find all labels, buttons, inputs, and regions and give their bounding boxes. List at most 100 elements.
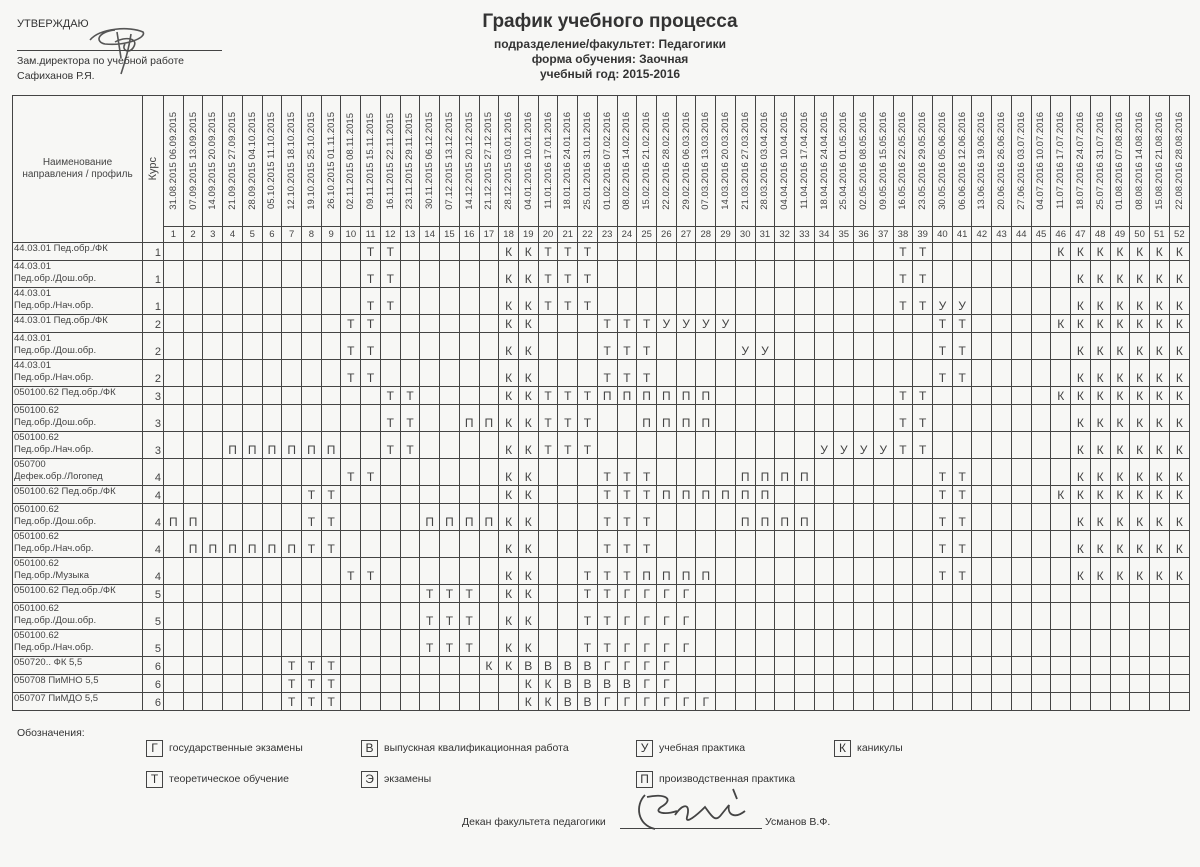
schedule-cell: Т [281,692,303,711]
schedule-cell [281,629,303,657]
week-number: 24 [616,226,638,243]
schedule-cell [320,332,342,360]
schedule-cell [419,557,441,585]
schedule-cell [912,530,934,558]
schedule-cell [419,458,441,486]
schedule-cell [715,692,736,711]
schedule-cell [1148,674,1170,693]
schedule-cell [1148,602,1170,630]
schedule-cell [734,386,756,405]
schedule-cell: П [754,503,776,531]
schedule-cell [1168,584,1191,603]
schedule-cell [340,386,362,405]
schedule-cell: К [498,530,519,558]
schedule-cell [439,656,460,675]
schedule-cell: Т [616,503,638,531]
schedule-cell [1010,674,1032,693]
schedule-cell [754,602,776,630]
schedule-cell: П [261,431,283,459]
schedule-cell [340,431,362,459]
schedule-cell: К [517,287,539,315]
schedule-cell: Т [301,530,322,558]
schedule-cell [695,602,717,630]
schedule-cell [951,431,973,459]
week-date-header: 08.02.2016 14.02.2016 [616,95,638,227]
schedule-cell [695,287,717,315]
schedule-cell [458,386,480,405]
schedule-cell [1030,431,1052,459]
week-number: 44 [1010,226,1032,243]
schedule-cell: Т [399,404,421,432]
schedule-cell [734,314,756,333]
schedule-cell [320,287,342,315]
schedule-cell: Т [951,530,973,558]
schedule-cell [182,584,204,603]
schedule-cell: Т [596,584,618,603]
schedule-cell [1089,692,1111,711]
schedule-cell [478,287,500,315]
schedule-cell: П [222,431,243,459]
schedule-cell [261,404,283,432]
schedule-cell: Т [557,431,579,459]
schedule-cell [163,557,184,585]
schedule-cell [1010,332,1032,360]
week-date-header: 22.02.2016 28.02.2016 [655,95,677,227]
schedule-cell [478,692,500,711]
week-number: 33 [794,226,815,243]
table-row: 050100.62 Пед.обр./Дош.обр. 4 П П Т Т П П П П К К Т Т Т… [12,503,1191,531]
schedule-cell [734,674,756,693]
schedule-cell [715,503,736,531]
schedule-cell [1168,656,1191,675]
schedule-cell: В [557,692,579,711]
schedule-cell: П [182,503,204,531]
schedule-cell [715,404,736,432]
schedule-cell [991,287,1012,315]
schedule-cell [872,332,894,360]
table-row: 050100.62 Пед.обр./Нач.обр. 4 П П П П П П Т Т К К Т Т Т… [12,530,1191,558]
week-date-header: 28.09.2015 04.10.2015 [241,95,263,227]
schedule-cell [241,242,263,261]
schedule-cell [1010,242,1032,261]
schedule-cell [695,431,717,459]
schedule-cell: К [1148,431,1170,459]
schedule-cell: Т [537,431,559,459]
schedule-cell [715,386,736,405]
course-cell: 5 [142,602,164,630]
schedule-cell [439,332,460,360]
schedule-cell [222,503,243,531]
schedule-cell [439,242,460,261]
week-number: 32 [774,226,795,243]
week-date-header: 25.07.2016 31.07.2016 [1089,95,1111,227]
course-cell: 3 [142,404,164,432]
schedule-cell [261,674,283,693]
schedule-cell [360,692,381,711]
schedule-cell [1010,530,1032,558]
schedule-cell [734,359,756,387]
schedule-cell: Г [695,692,717,711]
week-date-header: 23.05.2016 29.05.2016 [912,95,934,227]
schedule-cell [695,458,717,486]
schedule-cell [774,656,795,675]
schedule-cell [557,584,579,603]
schedule-cell [577,314,598,333]
schedule-cell [458,242,480,261]
schedule-cell [675,458,697,486]
schedule-cell [202,485,224,504]
schedule-cell [872,404,894,432]
schedule-cell [458,287,480,315]
schedule-cell [222,332,243,360]
program-name: 050100.62 Пед.обр./Дош.обр. [12,503,143,531]
week-date-header: 04.07.2016 10.07.2016 [1030,95,1052,227]
schedule-cell: Т [340,314,362,333]
schedule-cell: Т [932,458,953,486]
course-cell: 4 [142,557,164,585]
schedule-cell [498,692,519,711]
week-number: 40 [932,226,953,243]
schedule-cell [202,674,224,693]
schedule-cell: Т [892,386,914,405]
schedule-cell [320,386,342,405]
schedule-cell [222,287,243,315]
schedule-cell: Т [596,557,618,585]
schedule-cell: К [517,692,539,711]
